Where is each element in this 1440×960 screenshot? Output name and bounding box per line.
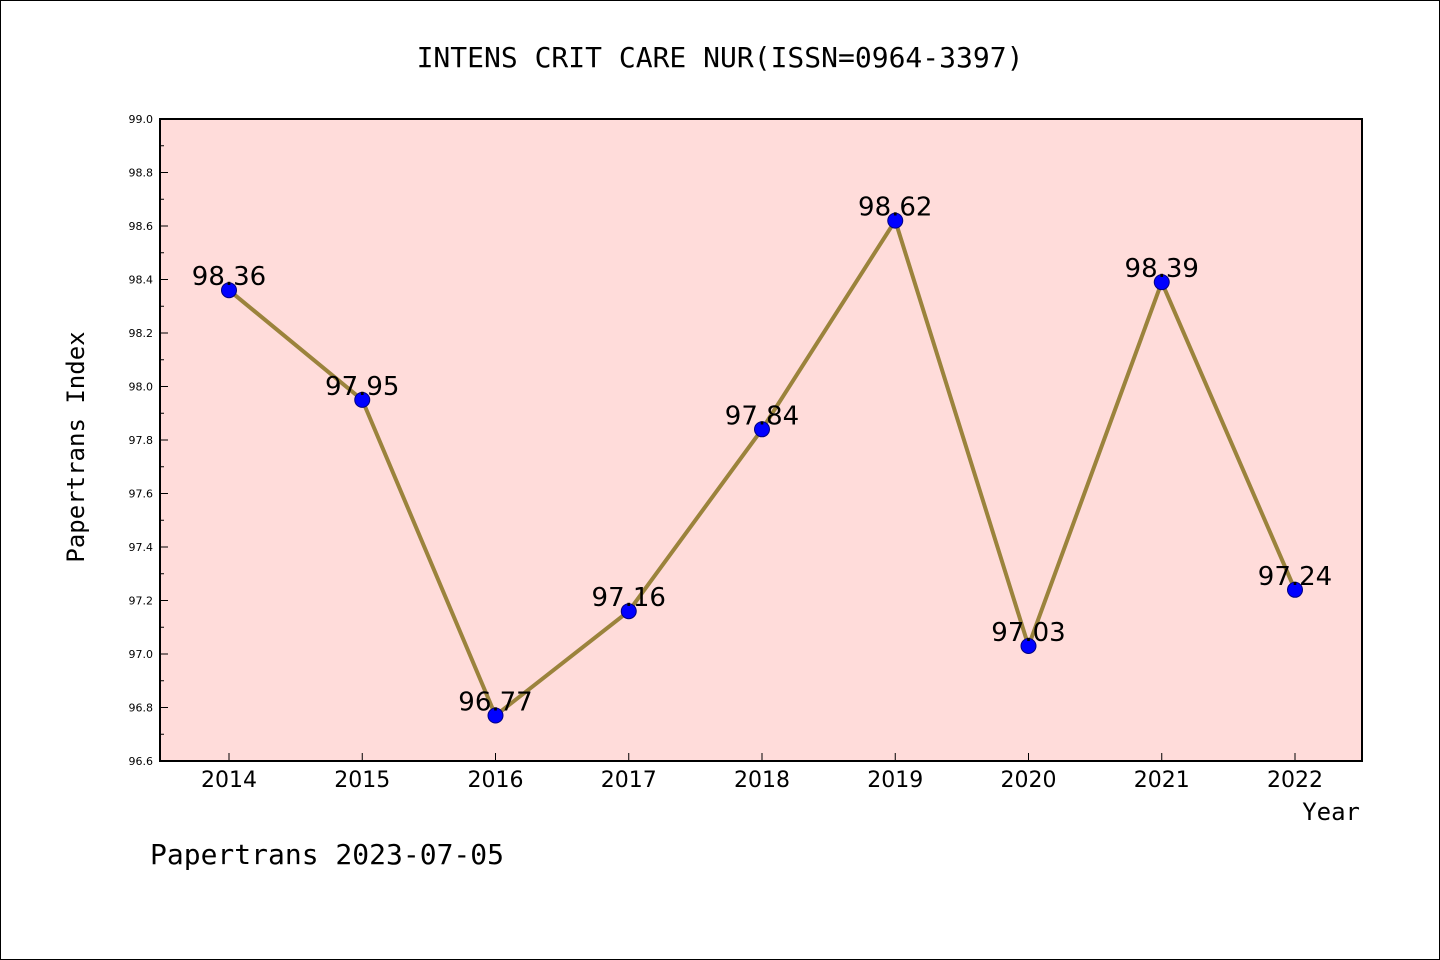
x-tick-label: 2017	[601, 768, 657, 793]
data-point	[354, 391, 371, 408]
data-label: 97.95	[325, 372, 399, 402]
y-tick-label: 98.0	[129, 381, 154, 394]
x-tick-label: 2016	[468, 768, 524, 793]
y-tick-label: 98.4	[129, 274, 154, 287]
footer-credit: Papertrans 2023-07-05	[150, 838, 504, 871]
data-series	[221, 212, 1303, 724]
y-tick-label: 97.8	[129, 434, 154, 447]
x-axis: 2014 2015 2016 2017 2018 2019 2020 2021 2022	[201, 753, 1323, 793]
y-tick-label: 97.6	[129, 488, 154, 501]
x-axis-label: Year	[1302, 798, 1360, 826]
data-point	[620, 603, 637, 620]
y-tick-label: 97.2	[129, 595, 154, 608]
y-tick-label: 98.6	[129, 220, 154, 233]
data-label: 97.16	[592, 583, 666, 613]
x-tick-label: 2022	[1267, 768, 1323, 793]
data-point	[1020, 637, 1037, 654]
y-tick-label: 96.6	[129, 755, 154, 768]
y-axis-label: Papertrans Index	[62, 331, 90, 562]
data-label: 98.62	[858, 193, 932, 223]
data-point	[1153, 274, 1170, 291]
data-point	[754, 421, 770, 438]
y-tick-label: 96.8	[129, 702, 154, 715]
y-axis: 96.6 96.8 97.0 97.2 97.4 97.6 97.8 98.0 98.2 98.4…	[129, 113, 168, 768]
data-label: 97.03	[991, 618, 1065, 648]
y-tick-label: 97.0	[129, 648, 154, 661]
data-label: 96.77	[458, 688, 532, 718]
x-tick-label: 2015	[334, 768, 390, 793]
x-tick-label: 2020	[1001, 768, 1057, 793]
plot-area	[159, 118, 1363, 762]
data-label: 97.24	[1258, 562, 1332, 592]
data-label: 97.84	[725, 401, 799, 431]
data-label: 98.39	[1125, 254, 1199, 284]
x-tick-label: 2019	[867, 768, 923, 793]
y-tick-label: 98.2	[129, 327, 154, 340]
x-tick-label: 2021	[1134, 768, 1190, 793]
x-tick-label: 2018	[734, 768, 790, 793]
y-tick-label: 97.4	[129, 541, 154, 554]
data-point	[1287, 581, 1303, 598]
y-tick-label: 99.0	[129, 113, 154, 126]
y-tick-label: 98.8	[129, 167, 154, 180]
data-point	[487, 707, 504, 724]
data-labels: 98.36 97.95 96.77 97.16 97.84 98.62 97.03 98.39…	[192, 193, 1332, 718]
data-point	[887, 212, 904, 229]
data-point	[221, 282, 237, 299]
data-label: 98.36	[192, 262, 266, 292]
chart-title: INTENS CRIT CARE NUR(ISSN=0964-3397)	[417, 41, 1024, 74]
x-tick-label: 2014	[201, 768, 257, 793]
